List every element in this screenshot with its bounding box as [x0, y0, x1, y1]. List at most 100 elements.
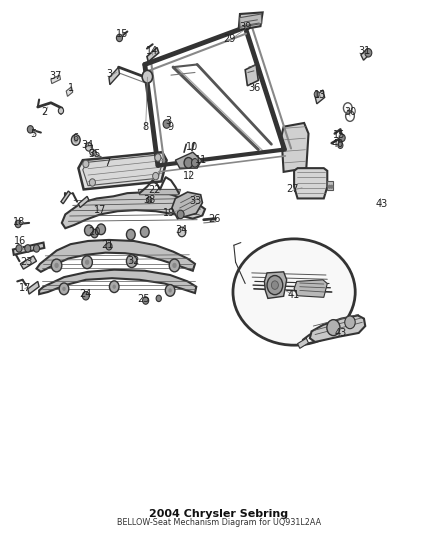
Circle shape: [97, 224, 106, 235]
Circle shape: [54, 263, 59, 268]
Polygon shape: [294, 280, 327, 297]
Polygon shape: [310, 316, 365, 342]
Circle shape: [147, 197, 152, 203]
Text: 33: 33: [189, 196, 201, 206]
Circle shape: [106, 243, 112, 250]
Text: 31: 31: [358, 46, 370, 55]
Text: 26: 26: [208, 214, 221, 224]
Polygon shape: [83, 155, 163, 185]
Text: 15: 15: [333, 130, 345, 140]
Circle shape: [338, 142, 343, 149]
Text: 6: 6: [73, 133, 79, 143]
Text: 41: 41: [288, 289, 300, 300]
Circle shape: [113, 285, 116, 289]
Circle shape: [74, 138, 78, 143]
Circle shape: [178, 227, 186, 237]
Circle shape: [165, 285, 175, 296]
Polygon shape: [13, 243, 44, 255]
Circle shape: [169, 259, 180, 272]
Polygon shape: [172, 192, 202, 219]
Text: 22: 22: [148, 185, 161, 196]
Circle shape: [33, 245, 39, 252]
Text: 9: 9: [167, 122, 173, 132]
Circle shape: [58, 108, 64, 114]
Circle shape: [328, 184, 331, 189]
Polygon shape: [245, 64, 258, 86]
Circle shape: [90, 149, 95, 156]
Text: 15: 15: [116, 29, 128, 39]
Circle shape: [59, 283, 69, 295]
Text: 25: 25: [138, 294, 150, 304]
Polygon shape: [62, 192, 205, 228]
Circle shape: [130, 259, 134, 264]
Circle shape: [141, 227, 149, 237]
Circle shape: [143, 297, 149, 304]
Text: 2: 2: [41, 107, 47, 117]
Text: 23: 23: [20, 257, 32, 267]
Polygon shape: [361, 49, 370, 60]
Polygon shape: [109, 67, 120, 85]
Circle shape: [365, 49, 372, 57]
Circle shape: [163, 120, 170, 128]
Circle shape: [117, 34, 123, 42]
Text: 35: 35: [88, 149, 101, 159]
Circle shape: [168, 288, 172, 293]
Polygon shape: [61, 191, 71, 204]
Text: 10: 10: [186, 142, 198, 152]
Polygon shape: [138, 189, 180, 195]
Text: 39: 39: [239, 22, 251, 33]
Polygon shape: [39, 270, 196, 294]
Text: 3: 3: [107, 69, 113, 79]
Text: 40: 40: [332, 139, 344, 149]
Polygon shape: [175, 152, 201, 168]
Text: 43: 43: [375, 199, 388, 209]
Circle shape: [152, 172, 159, 180]
Circle shape: [131, 259, 137, 266]
Polygon shape: [78, 152, 166, 189]
Text: 38: 38: [143, 195, 155, 205]
Polygon shape: [28, 281, 39, 294]
Circle shape: [92, 151, 97, 156]
Text: 16: 16: [14, 236, 26, 246]
Circle shape: [267, 276, 283, 295]
Circle shape: [191, 159, 198, 167]
Circle shape: [85, 225, 93, 236]
Circle shape: [85, 143, 92, 151]
Text: 2004 Chrysler Sebring: 2004 Chrysler Sebring: [149, 509, 289, 519]
Polygon shape: [239, 12, 263, 30]
Circle shape: [27, 126, 33, 133]
Circle shape: [177, 210, 184, 219]
Circle shape: [15, 220, 21, 228]
Circle shape: [314, 91, 319, 98]
Text: 43: 43: [334, 328, 346, 338]
Polygon shape: [265, 272, 287, 298]
Polygon shape: [51, 75, 60, 84]
Text: 1: 1: [67, 83, 74, 93]
Text: 14: 14: [146, 46, 158, 55]
Circle shape: [110, 281, 119, 293]
Text: 19: 19: [162, 208, 175, 219]
Text: 36: 36: [249, 83, 261, 93]
Polygon shape: [315, 90, 325, 104]
Text: 21: 21: [102, 240, 114, 250]
Text: 17: 17: [18, 283, 31, 293]
Polygon shape: [20, 256, 36, 269]
Polygon shape: [327, 181, 333, 190]
Text: 27: 27: [286, 184, 299, 195]
Circle shape: [85, 260, 89, 265]
Circle shape: [71, 135, 80, 146]
Text: 30: 30: [344, 107, 356, 117]
Circle shape: [127, 229, 135, 240]
Circle shape: [89, 179, 95, 186]
Text: BELLOW-Seat Mechanism Diagram for UQ931L2AA: BELLOW-Seat Mechanism Diagram for UQ931L…: [117, 518, 321, 527]
Text: 18: 18: [13, 217, 25, 227]
Text: 24: 24: [80, 289, 92, 299]
Text: 8: 8: [143, 122, 149, 132]
Circle shape: [82, 256, 92, 269]
Circle shape: [25, 245, 31, 252]
Circle shape: [91, 229, 98, 238]
Polygon shape: [147, 47, 159, 62]
Polygon shape: [240, 14, 262, 27]
Circle shape: [272, 281, 279, 289]
Circle shape: [339, 134, 345, 142]
